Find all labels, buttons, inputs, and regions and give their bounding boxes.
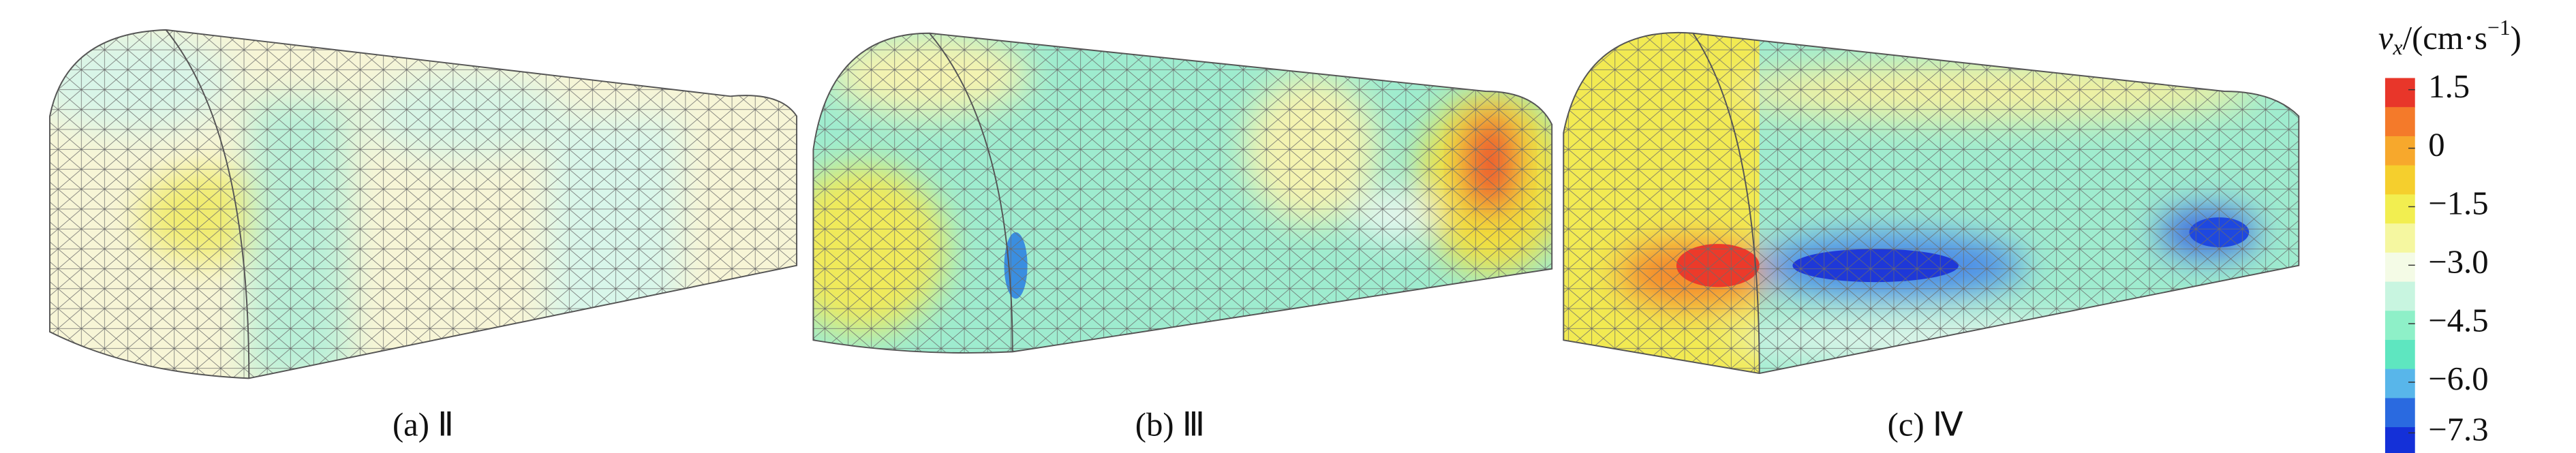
panel-b: (b) Ⅲ [812,32,1553,443]
colorbar-tick-label: −1.5 [2428,185,2488,222]
panel-a: (a) Ⅱ [49,29,798,443]
colorbar-tick-label: −4.5 [2428,302,2488,339]
colorbar-band [2385,194,2415,224]
colorbar-tick-label: −6.0 [2428,360,2488,397]
colorbar-title: vx/(cm·s−1) [2378,16,2521,59]
panel-caption: (c) Ⅳ [1888,407,1963,443]
colorbar-band [2385,398,2415,428]
title-part: −1 [2487,16,2511,40]
title-part: /(cm·s [2403,20,2487,57]
panel-caption: (b) Ⅲ [1135,407,1206,443]
colorbar-band [2385,165,2415,196]
colorbar-band [2385,281,2415,311]
colorbar-band [2385,78,2415,108]
colorbar-band [2385,252,2415,283]
title-part: ) [2511,20,2521,57]
colorbar-band [2385,369,2415,399]
colorbar-tick-label: −7.3 [2428,411,2488,448]
colorbar-band [2385,339,2415,370]
colorbar-band [2385,223,2415,253]
title-part: x [2393,35,2403,59]
colorbar-band [2385,107,2415,137]
colorbar-band [2385,311,2415,341]
title-part: v [2378,20,2393,57]
colorbar-tick-label: 0 [2428,127,2444,163]
panel-c: (c) Ⅳ [1563,31,2300,443]
colorbar-band [2385,427,2415,453]
colorbar: vx/(cm·s−1) 1.5 0 −1.5 −3.0 −4.5 −6.0 −7.3 [2378,16,2521,453]
colorbar-tick-label: −3.0 [2428,243,2488,280]
colorbar-band [2385,136,2415,166]
colorbar-tick-label: 1.5 [2428,68,2470,105]
panel-caption: (a) Ⅱ [393,407,454,443]
